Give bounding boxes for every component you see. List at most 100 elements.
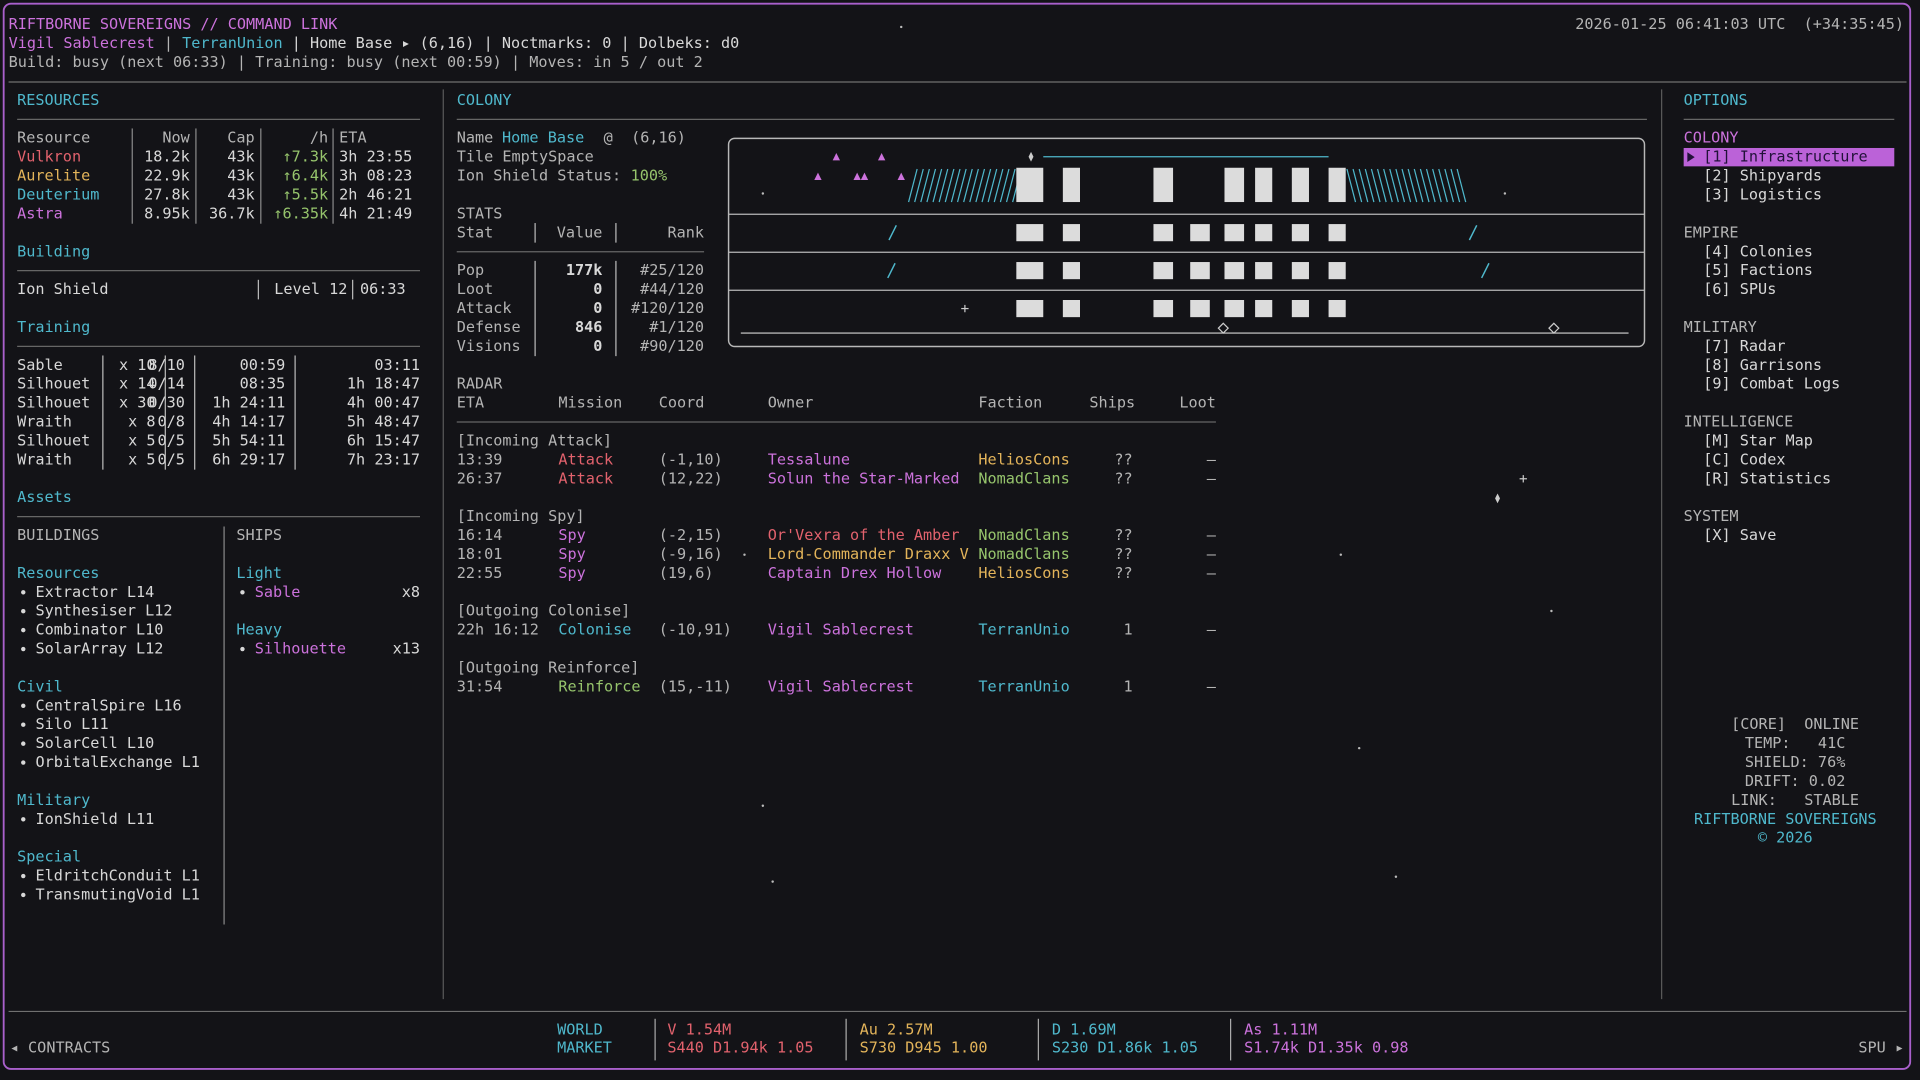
resource-cap: 43k [227, 186, 254, 204]
art-shape [1016, 224, 1044, 242]
ship-count: x13 [393, 640, 420, 658]
resource-name: Aurelite [17, 167, 90, 185]
option-item[interactable]: [8] Garrisons [1703, 356, 1822, 374]
art-shape [999, 168, 1010, 203]
option-item[interactable]: [1] Infrastructure [1703, 148, 1867, 166]
resource-cap: 43k [227, 167, 254, 185]
brand: RIFTBORNE SOVEREIGNS [1694, 810, 1877, 828]
art-shape [743, 553, 746, 556]
radar-faction: TerranUnio [978, 621, 1069, 639]
radar-mission: Attack [558, 450, 613, 468]
art-shape [987, 168, 998, 203]
stat-cell: 0 [593, 280, 602, 298]
radar-eta: 16:14 [457, 526, 503, 544]
art-shape [914, 168, 924, 203]
ship-count: x8 [402, 583, 420, 601]
option-item[interactable]: [M] Star Map [1703, 431, 1813, 449]
section-title: Assets [17, 488, 72, 506]
option-item[interactable]: [4] Colonies [1703, 242, 1813, 260]
art-shape [1364, 168, 1375, 203]
art-shape [1328, 167, 1346, 203]
art-shape [1255, 262, 1273, 280]
radar-loot: – [1207, 526, 1217, 544]
art-shape [897, 172, 905, 180]
art-shape [1352, 168, 1363, 203]
radar-owner: Captain Drex Hollow [768, 564, 942, 582]
stat-cell: #1/120 [649, 318, 704, 336]
art-shape [1062, 167, 1080, 203]
training-cell: 4h 14:17 [212, 413, 285, 431]
option-item[interactable]: [C] Codex [1703, 450, 1785, 468]
art-shape [1450, 168, 1461, 203]
market-volume: V 1.54M [667, 1020, 731, 1038]
art-shape [1432, 168, 1442, 203]
art-shape [1224, 224, 1245, 242]
option-item[interactable]: [7] Radar [1703, 337, 1785, 355]
radar-eta: 22h 16:12 [457, 621, 539, 639]
bullet [21, 741, 26, 746]
art-shape [814, 172, 822, 180]
training-cell: x 5 [128, 431, 155, 449]
bullet [240, 590, 245, 595]
option-item[interactable]: [3] Logistics [1703, 186, 1822, 204]
option-item[interactable]: [6] SPUs [1703, 280, 1776, 298]
resource-rate: ↑6.35k [273, 204, 328, 222]
radar-faction: NomadClans [978, 526, 1069, 544]
colony-coord: @ (6,16) [604, 129, 686, 147]
resource-rate: ↑6.4k [282, 167, 328, 185]
asset-item: Synthesiser L12 [36, 602, 173, 620]
radar-mission: Spy [558, 564, 585, 582]
asset-group: Special [17, 848, 81, 866]
art-shape [1255, 167, 1273, 203]
column-header: Loot [1179, 394, 1216, 412]
radar-coord: (19,6) [659, 564, 714, 582]
option-item[interactable]: [R] Statistics [1703, 469, 1831, 487]
resource-rate: ↑5.5k [282, 186, 328, 204]
option-item[interactable]: [5] Factions [1703, 261, 1813, 279]
option-item[interactable]: [9] Combat Logs [1703, 375, 1840, 393]
content: RIFTBORNE SOVEREIGNS // COMMAND LINK 2026… [9, 15, 1907, 1061]
art-shape [1438, 168, 1448, 203]
column-header: ETA [457, 394, 484, 412]
art-shape [887, 262, 896, 279]
asset-group: Resources [17, 564, 99, 582]
resource-eta: 3h 23:55 [339, 148, 412, 166]
art-shape [956, 168, 967, 203]
art-shape [1425, 168, 1436, 203]
radar-ships: 1 [1124, 621, 1133, 639]
shield-status: 100% [631, 167, 668, 185]
field-label: Ion Shield Status: [457, 167, 621, 185]
radar-coord: (-1,10) [659, 450, 723, 468]
radar-ships: ?? [1114, 526, 1132, 544]
art-shape [1419, 168, 1430, 203]
building-cell: 06:33 [360, 280, 406, 298]
option-item[interactable]: [X] Save [1703, 526, 1776, 544]
asset-item: TransmutingVoid L1 [36, 885, 200, 903]
art-shape [1291, 262, 1309, 280]
option-item[interactable]: [2] Shipyards [1703, 167, 1822, 185]
radar-mission: Spy [558, 526, 585, 544]
radar-loot: – [1207, 545, 1217, 563]
radar-eta: 31:54 [457, 677, 503, 695]
art-shape [938, 168, 949, 203]
art-shape [1401, 168, 1412, 203]
resource-now: 27.8k [144, 186, 190, 204]
column-header: ETA [339, 129, 366, 147]
subsection-title: RADAR [457, 375, 504, 393]
spu-tab[interactable]: SPU ▸ [1858, 1039, 1904, 1057]
column-header: Value [557, 223, 603, 241]
resource-now: 18.2k [144, 148, 190, 166]
market-detail: S1.74k D1.35k 0.98 [1244, 1039, 1408, 1057]
identity-line: Vigil Sablecrest | TerranUnion | Home Ba… [9, 33, 740, 51]
stat-cell: #44/120 [640, 280, 704, 298]
asset-group: Military [17, 791, 90, 809]
stat-cell: #25/120 [640, 261, 704, 279]
asset-item: SolarArray L12 [36, 640, 164, 658]
art-shape [1495, 493, 1500, 504]
art-shape [877, 153, 886, 161]
contracts-tab[interactable]: ◂ CONTRACTS [10, 1039, 110, 1057]
market-volume: As 1.11M [1244, 1020, 1317, 1038]
art-frame [727, 137, 1646, 348]
field-label: Name [457, 129, 494, 147]
